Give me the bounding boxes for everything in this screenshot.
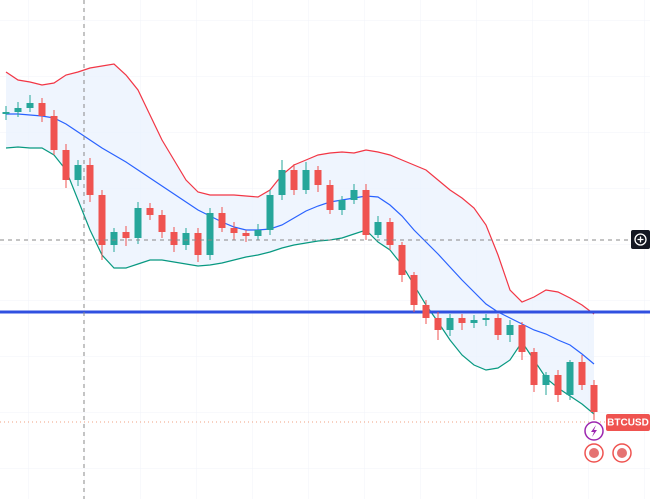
candle-body [350, 190, 358, 200]
candle-body [374, 222, 382, 235]
candle-body [194, 233, 202, 255]
candle-body [278, 170, 286, 195]
candle-body [542, 375, 550, 385]
candle-body [590, 385, 598, 412]
candle-body [458, 318, 466, 323]
band-line [5, 146, 595, 415]
candle-body [398, 245, 406, 275]
candle-body [566, 362, 574, 395]
candle-body [326, 185, 334, 210]
candle-body [518, 325, 526, 352]
candle-body [206, 213, 214, 255]
candle-body [86, 165, 94, 195]
candle-body [314, 170, 322, 185]
candle-body [146, 208, 154, 215]
candle-body [422, 305, 430, 318]
plot-area [0, 63, 650, 423]
candle-body [470, 320, 478, 323]
candle-body [242, 233, 250, 236]
candle-body [254, 230, 262, 236]
candle-body [230, 228, 238, 233]
add-button[interactable] [631, 230, 650, 249]
candle-body [110, 232, 118, 245]
candle-body [2, 112, 10, 114]
candle-body [170, 232, 178, 245]
candle-body [62, 150, 70, 180]
candle-body [386, 222, 394, 245]
candle-body [122, 232, 130, 238]
event-icon[interactable] [617, 448, 627, 458]
add-icon[interactable] [637, 236, 644, 243]
symbol-tag [606, 414, 650, 431]
event-icon[interactable] [591, 425, 597, 437]
candle-body [50, 116, 58, 150]
symbol-label: BTCUSD [607, 418, 649, 429]
event-icons[interactable] [584, 421, 632, 463]
candle-body [482, 318, 490, 320]
candle-body [554, 375, 562, 395]
candle-body [446, 318, 454, 330]
candle-body [182, 233, 190, 245]
candle-body [578, 362, 586, 385]
candle-body [134, 208, 142, 238]
candle-body [38, 103, 46, 116]
candle-body [290, 170, 298, 190]
candle-body [362, 190, 370, 235]
candle-body [26, 103, 34, 108]
candle-body [530, 352, 538, 385]
candle-body [506, 325, 514, 335]
candle-body [218, 213, 226, 228]
candle-body [98, 195, 106, 245]
candle-body [494, 318, 502, 335]
add-icon[interactable] [634, 233, 647, 246]
band-line [5, 63, 595, 315]
candle-body [74, 165, 82, 180]
candle-body [434, 318, 442, 330]
candle-body [338, 200, 346, 210]
candle-body [410, 275, 418, 305]
candle-body [266, 195, 274, 230]
candle-body [302, 170, 310, 190]
candle-body [14, 108, 22, 112]
candle-body [158, 215, 166, 232]
event-icon[interactable] [589, 448, 599, 458]
